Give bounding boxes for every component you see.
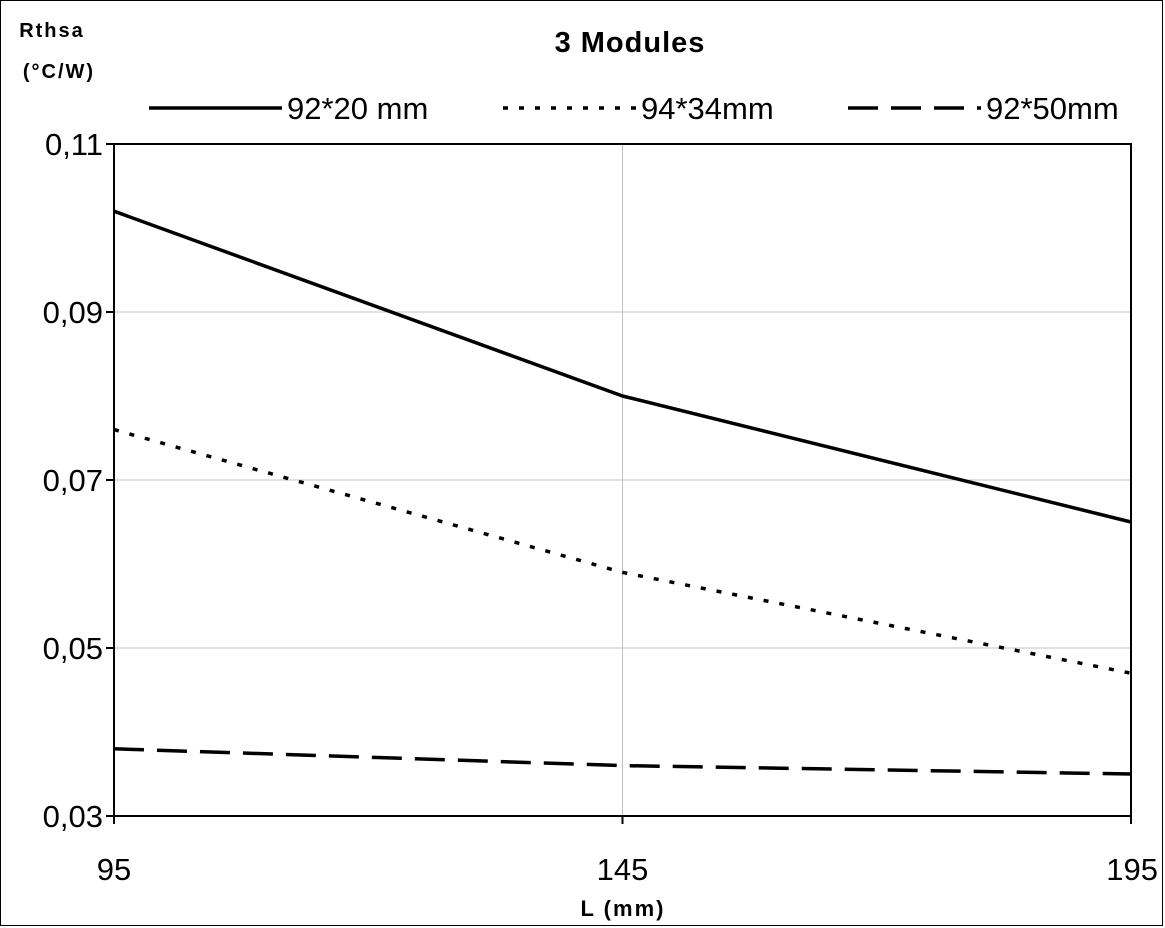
legend-label-2: 94*34mm — [641, 91, 774, 126]
legend: 92*20 mm 94*34mm 92*50mm — [149, 91, 1119, 126]
x-tick-label: 145 — [597, 852, 649, 887]
y-axis-label: Rthsa — [19, 20, 85, 42]
y-tick-label: 0,09 — [43, 295, 103, 330]
x-tick-label: 195 — [1106, 852, 1158, 887]
y-tick-label: 0,11 — [45, 127, 103, 162]
y-tick-label: 0,05 — [43, 631, 103, 666]
legend-label-3: 92*50mm — [986, 91, 1119, 126]
chart-title: 3 Modules — [555, 27, 706, 59]
y-tick-label: 0,03 — [43, 799, 103, 834]
x-axis-label: L (mm) — [581, 896, 666, 921]
y-axis-unit: (°C/W) — [23, 61, 95, 83]
x-tick-label: 95 — [97, 852, 131, 887]
legend-label-1: 92*20 mm — [287, 91, 428, 126]
grid-layer — [114, 144, 1131, 816]
series-layer — [113, 209, 1132, 776]
y-tick-label: 0,07 — [43, 463, 103, 498]
tick-layer: 0,11 0,09 0,07 0,05 0,03 95 145 195 — [43, 127, 1158, 887]
